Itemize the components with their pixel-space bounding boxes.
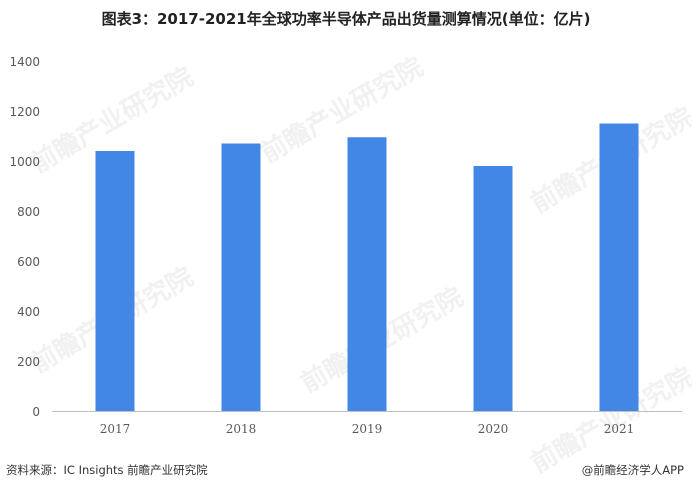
bar (221, 143, 261, 411)
y-tick-label: 800 (17, 205, 40, 219)
chart-title: 图表3：2017-2021年全球功率半导体产品出货量测算情况(单位：亿片) (101, 10, 591, 28)
bar (599, 123, 639, 411)
y-tick-label: 1000 (9, 155, 40, 169)
x-tick-label: 2021 (604, 422, 635, 436)
bar-chart: 0 200 400 600 800 1000 1200 1400 2017 2018 2019 202… (9, 55, 682, 436)
x-tick-label: 2017 (100, 422, 131, 436)
x-tick-label: 2020 (478, 422, 509, 436)
y-tick-label: 200 (17, 355, 40, 369)
x-tick-label: 2019 (352, 422, 383, 436)
y-tick-label: 1200 (9, 105, 40, 119)
y-tick-label: 1400 (9, 55, 40, 69)
y-tick-label: 0 (32, 405, 40, 419)
y-tick-label: 400 (17, 305, 40, 319)
bar (473, 166, 513, 411)
credit-note: @前瞻经济学人APP (581, 463, 684, 477)
source-note: 资料来源：IC Insights 前瞻产业研究院 (6, 463, 208, 477)
footer: 资料来源：IC Insights 前瞻产业研究院 @前瞻经济学人APP (0, 462, 692, 484)
bar (347, 137, 387, 411)
x-tick-label: 2018 (226, 422, 257, 436)
y-tick-label: 600 (17, 255, 40, 269)
bar (95, 151, 135, 411)
